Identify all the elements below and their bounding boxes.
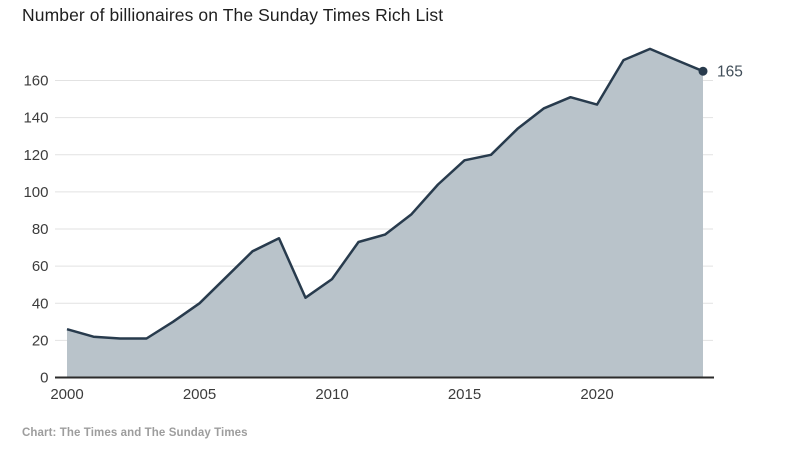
x-tick-label: 2005 — [183, 386, 216, 403]
source-credit: Chart: The Times and The Sunday Times — [22, 427, 248, 439]
x-tick-label: 2015 — [448, 386, 481, 403]
end-point-value-label: 165 — [717, 64, 743, 81]
chart-title: Number of billionaires on The Sunday Tim… — [22, 5, 444, 25]
x-tick-label: 2020 — [580, 386, 613, 403]
x-tick-label: 2010 — [315, 386, 348, 403]
tick-labels-layer: 0 20 40 60 80 100 120 140 160 2000 2005 2010 2015 202… — [23, 73, 613, 404]
y-tick-label: 120 — [23, 147, 48, 164]
annotation-layer: 165 — [698, 64, 743, 81]
y-tick-label: 40 — [32, 295, 49, 312]
y-tick-label: 20 — [32, 332, 49, 349]
y-tick-label: 80 — [32, 221, 49, 238]
y-tick-label: 0 — [40, 370, 48, 387]
y-tick-label: 60 — [32, 258, 49, 275]
x-tick-label: 2000 — [50, 386, 83, 403]
end-point-dot — [698, 66, 708, 76]
y-tick-label: 100 — [23, 184, 48, 201]
y-tick-label: 140 — [23, 110, 48, 127]
trend-line — [66, 47, 704, 340]
area-fill — [67, 48, 703, 378]
series-layer — [66, 47, 704, 378]
y-tick-label: 160 — [23, 73, 48, 90]
